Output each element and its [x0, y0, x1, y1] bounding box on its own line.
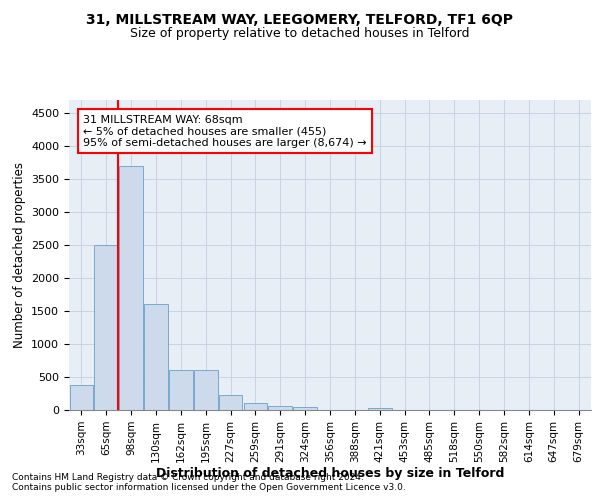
Bar — [194, 370, 218, 410]
Bar — [268, 406, 292, 410]
Bar — [169, 370, 193, 410]
Bar — [293, 408, 317, 410]
X-axis label: Distribution of detached houses by size in Telford: Distribution of detached houses by size … — [156, 468, 504, 480]
Bar — [368, 408, 392, 410]
Bar — [219, 395, 242, 410]
Bar — [144, 304, 168, 410]
Text: Contains HM Land Registry data © Crown copyright and database right 2024.: Contains HM Land Registry data © Crown c… — [12, 474, 364, 482]
Bar — [119, 166, 143, 410]
Text: Contains public sector information licensed under the Open Government Licence v3: Contains public sector information licen… — [12, 484, 406, 492]
Text: 31 MILLSTREAM WAY: 68sqm
← 5% of detached houses are smaller (455)
95% of semi-d: 31 MILLSTREAM WAY: 68sqm ← 5% of detache… — [83, 114, 367, 148]
Bar — [94, 245, 118, 410]
Text: 31, MILLSTREAM WAY, LEEGOMERY, TELFORD, TF1 6QP: 31, MILLSTREAM WAY, LEEGOMERY, TELFORD, … — [86, 12, 514, 26]
Bar — [244, 402, 267, 410]
Text: Size of property relative to detached houses in Telford: Size of property relative to detached ho… — [130, 28, 470, 40]
Bar — [70, 385, 93, 410]
Y-axis label: Number of detached properties: Number of detached properties — [13, 162, 26, 348]
